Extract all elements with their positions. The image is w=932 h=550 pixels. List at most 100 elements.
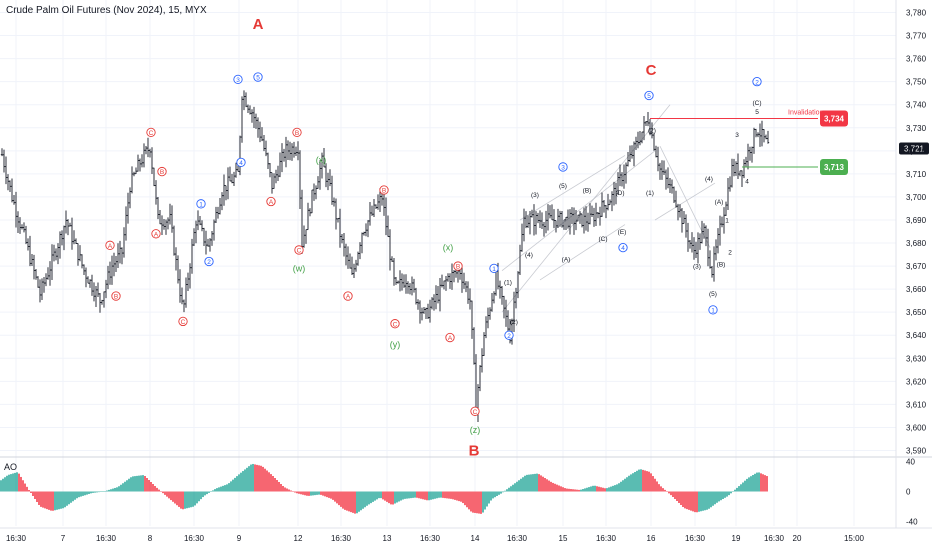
- price-tick-label: 3,740: [906, 101, 927, 110]
- ao-bar: [618, 483, 620, 492]
- ao-bar: [460, 491, 462, 502]
- ao-bar: [500, 491, 502, 494]
- ao-bar: [360, 491, 362, 511]
- wave-label-major: C: [646, 62, 657, 79]
- ao-bar: [188, 491, 190, 508]
- ao-bar: [546, 479, 548, 492]
- ao-bar: [174, 491, 176, 504]
- ao-bar: [428, 491, 430, 501]
- ao-bar: [210, 491, 212, 492]
- ao-bar: [502, 491, 504, 493]
- wave-label-circled: 1: [711, 307, 715, 314]
- ao-bar: [34, 491, 36, 499]
- time-tick-label: 16:30: [596, 534, 617, 543]
- wave-label-circle: [618, 242, 628, 253]
- ao-bar: [214, 489, 216, 492]
- price-tick-label: 3,630: [906, 354, 927, 363]
- ao-bar: [576, 489, 578, 492]
- ao-bar: [264, 468, 266, 492]
- ao-bar: [654, 478, 656, 492]
- ao-bar: [100, 491, 102, 492]
- ao-bar: [600, 487, 602, 492]
- ao-bar: [280, 484, 282, 492]
- wave-label-minor: (E): [618, 229, 627, 236]
- ao-bar: [402, 491, 404, 500]
- ao-bar: [614, 485, 616, 492]
- time-tick-label: 16:30: [685, 534, 706, 543]
- ao-bar: [738, 486, 740, 492]
- ao-bar: [602, 487, 604, 492]
- ao-bar: [572, 489, 574, 492]
- time-tick-label: 16:30: [96, 534, 117, 543]
- ao-bar: [50, 491, 52, 511]
- ao-bar: [730, 491, 732, 494]
- ao-bar: [298, 491, 300, 494]
- target-price-label: 3,713: [824, 163, 845, 172]
- ao-bar: [458, 491, 460, 502]
- ao-bar: [378, 491, 380, 499]
- ao-bar: [150, 482, 152, 492]
- ao-bar: [20, 476, 22, 492]
- time-tick-label: 16:30: [507, 534, 528, 543]
- ao-bar: [276, 480, 278, 492]
- ao-bar: [266, 470, 268, 492]
- price-tick-label: 3,640: [906, 331, 927, 340]
- ao-bar: [696, 491, 698, 513]
- wave-label-circled: A: [448, 335, 453, 342]
- ao-bar: [184, 491, 186, 509]
- ao-bar: [662, 488, 664, 492]
- ao-bar: [542, 476, 544, 492]
- ao-bar: [504, 490, 506, 492]
- ao-bar: [256, 464, 258, 492]
- ao-bar: [488, 491, 490, 504]
- wave-label-circled: A: [269, 199, 274, 206]
- wave-label-circle: [178, 316, 188, 327]
- ao-bar: [74, 491, 76, 500]
- ao-bar: [590, 486, 592, 492]
- ao-bar: [400, 491, 402, 501]
- invalidation-text: Invalidation: [788, 110, 824, 117]
- wave-label-minor: (1): [504, 280, 512, 287]
- ao-bar: [354, 491, 356, 514]
- ao-bar: [422, 491, 424, 500]
- ao-bar: [520, 478, 522, 492]
- ao-bar: [154, 486, 156, 492]
- last-price-tag: [899, 142, 929, 155]
- ao-bar: [88, 491, 90, 494]
- price-tick-label: 3,600: [906, 423, 927, 432]
- ao-bar: [676, 491, 678, 501]
- wave-label-minor: (5): [709, 291, 717, 298]
- ao-bar: [290, 490, 292, 492]
- wave-label-circle: [151, 229, 161, 239]
- wave-label-circled: A: [154, 231, 159, 238]
- ao-bar: [498, 491, 500, 495]
- ao-bar: [446, 491, 448, 499]
- ao-bar: [686, 491, 688, 510]
- time-tick-label: 14: [471, 534, 480, 543]
- ao-bar: [326, 491, 328, 498]
- wave-label-minor: (D): [615, 190, 624, 197]
- ao-bar: [28, 490, 30, 492]
- ao-bar: [556, 484, 558, 492]
- ao-bar: [758, 472, 760, 492]
- ao-bar: [744, 480, 746, 492]
- ao-bar: [580, 489, 582, 492]
- ao-bar: [56, 491, 58, 510]
- ao-bar: [62, 491, 64, 509]
- ao-bar: [334, 491, 336, 502]
- ao-bar: [436, 491, 438, 499]
- ao-bar: [98, 491, 100, 493]
- price-tick-label: 3,710: [906, 170, 927, 179]
- ao-bar: [586, 487, 588, 492]
- ao-bar: [22, 480, 24, 492]
- ao-bar: [716, 491, 718, 503]
- ao-bar: [134, 476, 136, 492]
- ao-bar: [270, 474, 272, 492]
- ao-bar: [24, 483, 26, 492]
- ao-bar: [104, 491, 106, 492]
- wave-label-circled: 1: [199, 201, 203, 208]
- ao-bar: [714, 491, 716, 505]
- wave-label-circle: [445, 332, 455, 343]
- ao-bar: [238, 474, 240, 492]
